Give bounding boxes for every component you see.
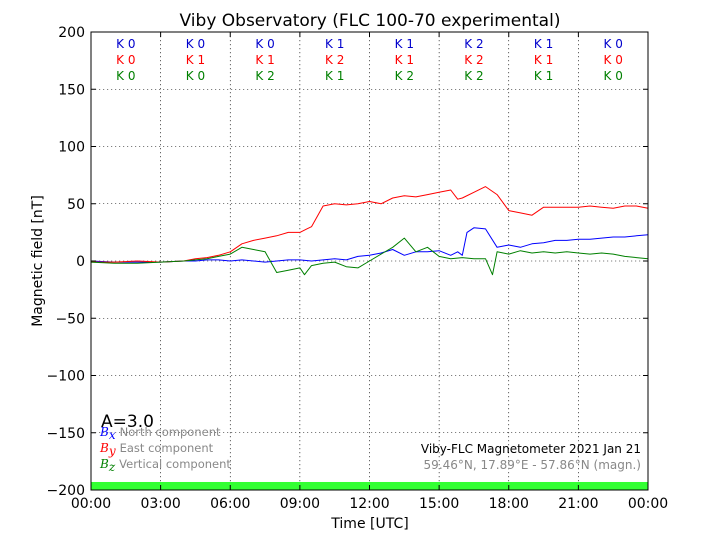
k-index-label: K 1 [395, 37, 414, 51]
k-index-label: K 1 [395, 53, 414, 67]
y-tick-label: 200 [58, 25, 85, 41]
x-tick-label: 21:00 [558, 496, 598, 512]
y-axis-label: Magnetic field [nT] [30, 195, 46, 327]
k-index-label: K 1 [255, 53, 274, 67]
k-index-label: K 0 [186, 69, 205, 83]
y-tick-label: 100 [58, 140, 85, 156]
y-tick-label: 0 [76, 254, 85, 270]
legend-symbol: B [99, 457, 109, 471]
y-tick-label: −200 [47, 483, 85, 499]
series-line-north [90, 227, 649, 263]
y-tick-label: −50 [55, 311, 85, 327]
y-tick-label: 150 [58, 82, 85, 98]
k-index-table: K 0 K 0 K 0 K 1 K 1 K 2 K 1 K 0 K 0 K 1 K 1 K 2 K 1 K… [116, 37, 623, 83]
x-tick-label: 18:00 [489, 496, 529, 512]
y-axis: 200 150 100 50 0 −50 −100 −150 −200 [47, 25, 648, 499]
legend-label: East component [120, 441, 214, 455]
chart-title: Viby Observatory (FLC 100-70 experimenta… [180, 11, 561, 31]
k-index-label: K 0 [116, 69, 135, 83]
x-tick-label: 15:00 [419, 496, 459, 512]
x-tick-label: 12:00 [349, 496, 389, 512]
x-tick-label: 03:00 [140, 496, 180, 512]
k-index-label: K 0 [186, 37, 205, 51]
k-index-label: K 2 [255, 69, 274, 83]
x-tick-label: 09:00 [280, 496, 320, 512]
legend-subscript: x [109, 428, 116, 442]
legend-label: North component [120, 425, 221, 439]
k-index-label: K 0 [255, 37, 274, 51]
legend-symbol: B [99, 425, 109, 439]
legend-label: Vertical component [119, 457, 231, 471]
x-tick-label: 06:00 [210, 496, 250, 512]
series-line-vertical [90, 237, 649, 276]
k-index-label: K 0 [116, 53, 135, 67]
k-index-label: K 1 [325, 69, 344, 83]
legend-subscript: y [108, 444, 116, 458]
k-index-label: K 0 [116, 37, 135, 51]
k-index-label: K 1 [534, 37, 553, 51]
y-tick-label: 50 [67, 197, 85, 213]
legend: Bx North component By East component Bz Verti… [99, 425, 231, 474]
legend-entry: Bz Vertical component [99, 457, 231, 474]
instrument-annotation: Viby-FLC Magnetometer 2021 Jan 21 [421, 442, 641, 456]
legend-symbol: B [99, 441, 109, 455]
coordinates-annotation: 59.46°N, 17.89°E - 57.86°N (magn.) [424, 458, 641, 472]
k-index-label: K 2 [464, 53, 483, 67]
a-index-label: A=3.0 [101, 412, 154, 432]
y-tick-label: −150 [47, 426, 85, 442]
x-axis-label: Time [UTC] [330, 516, 408, 532]
k-index-label: K 2 [464, 37, 483, 51]
k-index-label: K 0 [604, 53, 623, 67]
legend-entry: Bx North component [99, 425, 221, 442]
k-index-label: K 0 [604, 37, 623, 51]
k-index-label: K 0 [604, 69, 623, 83]
k-index-label: K 1 [534, 69, 553, 83]
k-index-label: K 1 [534, 53, 553, 67]
k-index-label: K 1 [325, 37, 344, 51]
k-index-label: K 1 [186, 53, 205, 67]
y-tick-label: −100 [47, 369, 85, 385]
k-index-label: K 2 [464, 69, 483, 83]
x-tick-label: 00:00 [71, 496, 111, 512]
x-tick-label: 00:00 [628, 496, 668, 512]
series-layer [90, 186, 649, 276]
k-index-label: K 2 [395, 69, 414, 83]
k-index-label: K 2 [325, 53, 344, 67]
legend-entry: By East component [99, 441, 214, 458]
x-axis: 00:00 03:00 06:00 09:00 12:00 15:00 18:00 21:00… [71, 32, 668, 512]
legend-subscript: z [108, 460, 116, 474]
series-line-east [91, 186, 649, 263]
